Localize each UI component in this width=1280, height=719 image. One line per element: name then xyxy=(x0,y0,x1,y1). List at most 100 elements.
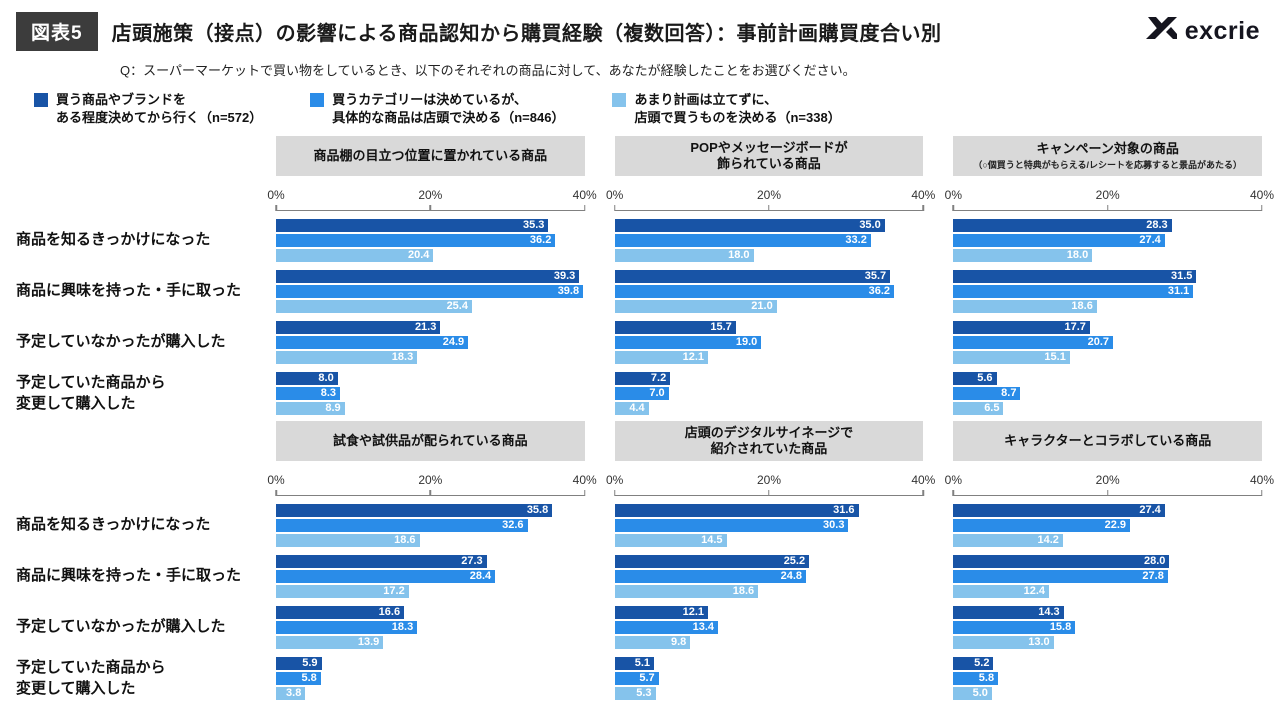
legend-label: 買う商品やブランドを ある程度決めてから行く（n=572） xyxy=(56,92,263,125)
bar: 30.3 xyxy=(614,519,849,533)
bar-track: 4.4 xyxy=(614,402,924,416)
bar-track: 15.7 xyxy=(614,321,924,335)
bar-track: 21.3 xyxy=(276,321,585,335)
bar-track: 35.0 xyxy=(614,219,924,233)
spacer xyxy=(16,156,246,157)
bar: 15.8 xyxy=(953,621,1076,635)
value-label: 35.0 xyxy=(859,219,881,232)
value-label: 15.7 xyxy=(710,321,732,334)
bar-track: 18.6 xyxy=(614,585,924,599)
axis-tick-label: 0% xyxy=(267,188,285,203)
bar-track: 35.8 xyxy=(276,504,585,518)
axis-tick xyxy=(1106,205,1109,212)
value-label: 5.6 xyxy=(977,372,993,385)
category-label: 予定していた商品から 変更して購入した xyxy=(16,374,166,412)
bar: 28.4 xyxy=(276,570,496,584)
bar: 14.5 xyxy=(614,534,727,548)
bar: 22.9 xyxy=(953,519,1131,533)
value-label: 13.0 xyxy=(1028,636,1050,649)
bar-group: 5.1 5.7 5.3 xyxy=(614,657,924,701)
axis-tick-label: 40% xyxy=(572,188,597,203)
value-label: 27.4 xyxy=(1139,234,1161,247)
bar-track: 13.0 xyxy=(953,636,1262,650)
bar-track: 36.2 xyxy=(276,234,585,248)
value-label: 16.6 xyxy=(378,606,401,619)
spacer xyxy=(16,197,246,198)
bar-track: 24.8 xyxy=(614,570,924,584)
bar-track: 25.4 xyxy=(276,300,585,314)
bar: 5.8 xyxy=(953,672,999,686)
bar: 18.3 xyxy=(276,351,418,365)
bar-track: 18.6 xyxy=(953,300,1262,314)
bar: 5.8 xyxy=(276,672,321,686)
panel-title: キャラクターとコラボしている商品 xyxy=(953,421,1262,462)
value-label: 24.9 xyxy=(442,336,465,349)
bar-group: 25.2 24.8 18.6 xyxy=(614,555,924,599)
bar: 32.6 xyxy=(276,519,528,533)
axis-tick-label: 20% xyxy=(418,188,443,203)
bar: 35.3 xyxy=(276,219,549,233)
bar: 5.3 xyxy=(614,687,656,701)
bar-track: 5.8 xyxy=(953,672,1262,686)
axis-tick xyxy=(922,205,925,212)
bar: 31.5 xyxy=(953,270,1197,284)
panel-title-text: キャラクターとコラボしている商品 xyxy=(1004,432,1212,448)
category-label: 商品に興味を持った・手に取った xyxy=(16,567,242,585)
axis-tick xyxy=(613,205,616,212)
value-label: 19.0 xyxy=(735,336,758,349)
bar-group: 12.1 13.4 9.8 xyxy=(614,606,924,650)
bar: 5.2 xyxy=(953,657,994,671)
chart-section: 商品棚の目立つ位置に置かれている商品 POPやメッセージボードが 飾られている商品… xyxy=(16,136,1274,416)
category-label: 商品を知るきっかけになった xyxy=(16,516,211,534)
bar-group: 17.7 20.7 15.1 xyxy=(953,321,1262,365)
value-label: 32.6 xyxy=(502,519,524,532)
axis-tick-label: 40% xyxy=(911,188,936,203)
axis-tick xyxy=(429,205,432,212)
bar: 35.0 xyxy=(614,219,885,233)
value-label: 18.0 xyxy=(728,249,750,262)
value-label: 17.7 xyxy=(1064,321,1086,334)
bar: 8.9 xyxy=(276,402,345,416)
x-axis: 0% 20% 40% xyxy=(945,469,1274,497)
bar-track: 32.6 xyxy=(276,519,585,533)
value-label: 12.1 xyxy=(682,351,705,364)
value-label: 28.0 xyxy=(1143,555,1166,568)
value-label: 39.8 xyxy=(557,285,580,298)
value-label: 27.4 xyxy=(1139,504,1161,517)
bar: 18.3 xyxy=(276,621,418,635)
axis-tick-label: 20% xyxy=(1095,188,1120,203)
axis-tick-label: 20% xyxy=(756,473,781,488)
bar: 18.6 xyxy=(614,585,759,599)
bar: 21.3 xyxy=(276,321,441,335)
bar: 25.2 xyxy=(614,555,810,569)
bar: 24.9 xyxy=(276,336,469,350)
value-label: 4.4 xyxy=(629,402,645,415)
bar: 5.9 xyxy=(276,657,322,671)
panel-title: 店頭のデジタルサイネージで 紹介されていた商品 xyxy=(614,421,924,462)
value-label: 14.2 xyxy=(1037,534,1059,547)
bar: 5.7 xyxy=(614,672,659,686)
bar: 15.7 xyxy=(614,321,736,335)
value-label: 18.6 xyxy=(1071,300,1093,313)
value-label: 24.8 xyxy=(780,570,803,583)
bar: 14.3 xyxy=(953,606,1064,620)
bar-track: 33.2 xyxy=(614,234,924,248)
bar-group: 31.6 30.3 14.5 xyxy=(614,504,924,548)
value-label: 31.6 xyxy=(833,504,855,517)
value-label: 27.8 xyxy=(1142,570,1164,583)
bar-track: 5.1 xyxy=(614,657,924,671)
axis-tick-label: 0% xyxy=(605,473,624,488)
bar-track: 28.0 xyxy=(953,555,1262,569)
spacer xyxy=(16,441,246,442)
axis-tick-label: 20% xyxy=(1095,473,1120,488)
excrie-logo-icon xyxy=(1145,17,1178,46)
bar: 12.1 xyxy=(614,606,709,620)
value-label: 5.7 xyxy=(639,672,655,685)
bar: 16.6 xyxy=(276,606,405,620)
category-label: 予定していなかったが購入した xyxy=(16,333,226,351)
bar: 25.4 xyxy=(276,300,472,314)
bar: 12.1 xyxy=(614,351,709,365)
category-label: 予定していた商品から 変更して購入した xyxy=(16,659,166,697)
excrie-logo-text: excrie xyxy=(1184,17,1260,45)
panel-title-text: キャンペーン対象の商品 xyxy=(1036,140,1179,156)
